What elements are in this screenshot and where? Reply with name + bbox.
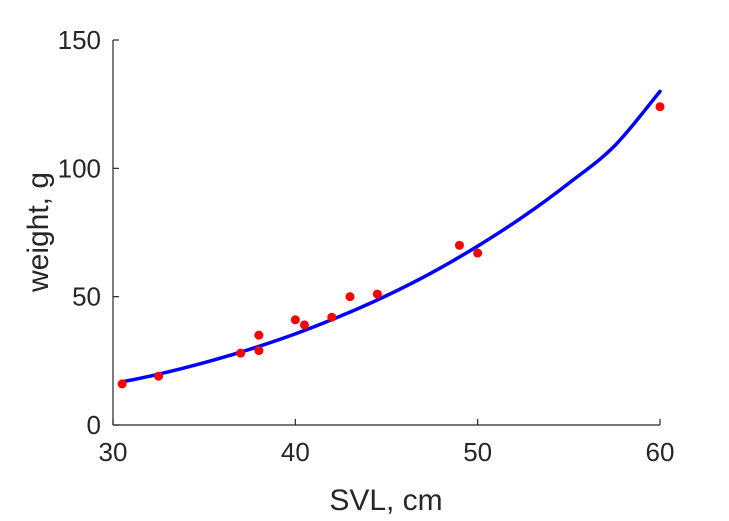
data-point [117, 379, 127, 389]
x-axis-title: SVL, cm [329, 484, 442, 517]
y-axis-title: weight, g [22, 172, 55, 293]
data-point [372, 289, 382, 299]
y-tick-label: 0 [87, 410, 101, 440]
data-point [655, 102, 665, 112]
fit-curve [120, 89, 662, 384]
data-point [454, 240, 464, 250]
data-point [254, 330, 264, 340]
x-tick-label: 50 [463, 437, 492, 467]
y-tick-label: 150 [58, 25, 101, 55]
axes: 30 40 50 60 0 50 100 150 [58, 25, 675, 467]
y-tick-label: 100 [58, 153, 101, 183]
data-point [254, 346, 264, 356]
data-point [299, 320, 309, 330]
data-point [473, 248, 483, 258]
data-point [327, 312, 337, 322]
x-tick-label: 60 [646, 437, 675, 467]
data-point [236, 348, 246, 358]
data-point [290, 315, 300, 325]
y-tick-label: 50 [72, 282, 101, 312]
x-tick-label: 40 [281, 437, 310, 467]
x-tick-label: 30 [99, 437, 128, 467]
plot-area [117, 89, 665, 389]
data-point [345, 292, 355, 302]
data-point [154, 371, 164, 381]
